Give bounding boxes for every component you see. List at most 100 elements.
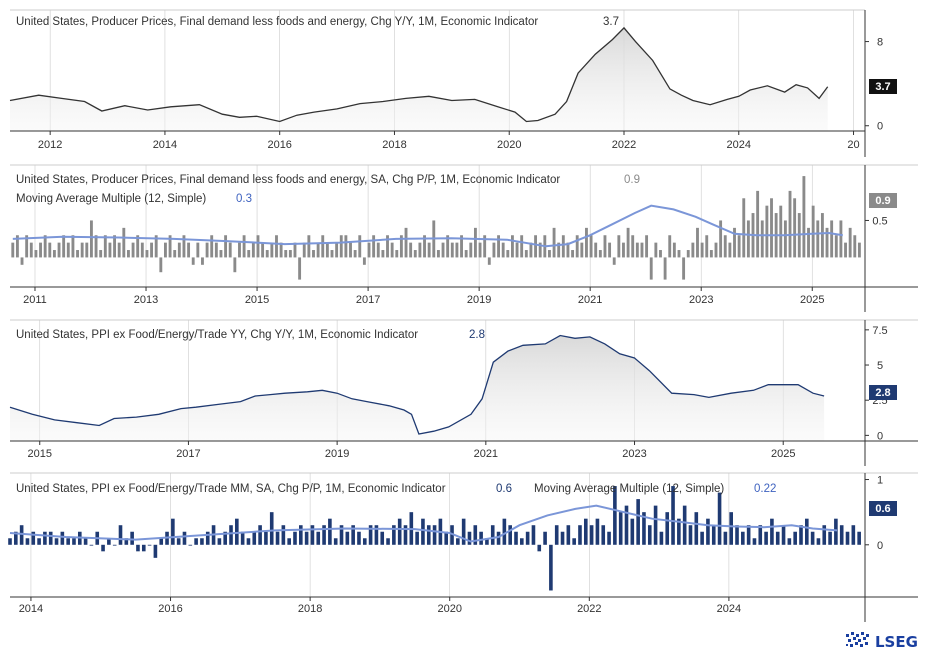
bar	[502, 518, 507, 545]
bar	[834, 235, 838, 258]
bar	[11, 242, 15, 258]
x-tick-label: 2021	[578, 294, 602, 306]
bar	[345, 531, 350, 545]
bar	[700, 242, 704, 258]
bar	[164, 242, 167, 258]
bar	[473, 227, 477, 258]
bar	[404, 227, 408, 258]
bar	[312, 250, 315, 258]
bar	[325, 242, 329, 258]
x-tick-labels: 2012 2014 2016 2018 2020 2022 2024 20	[38, 131, 860, 151]
last-value-badge-bg	[869, 193, 897, 208]
last-value-badge-text: 0.9	[875, 195, 890, 207]
bar	[381, 250, 385, 258]
bar	[432, 525, 437, 545]
bar	[672, 242, 676, 258]
bar	[839, 525, 844, 545]
bar	[820, 213, 824, 258]
bar	[444, 531, 449, 545]
bar	[624, 505, 629, 545]
bar	[122, 227, 126, 258]
bar	[37, 538, 41, 545]
bar	[617, 235, 621, 258]
bar	[450, 242, 454, 258]
y-tick-label: 7.5	[872, 325, 887, 337]
bar	[127, 250, 130, 258]
bar	[403, 525, 408, 545]
y-tick-label: 0	[877, 430, 883, 442]
bar	[694, 512, 699, 545]
bar	[729, 512, 733, 545]
last-value-badge-bg	[869, 385, 897, 400]
bar	[717, 492, 722, 545]
bar	[233, 257, 237, 273]
bar	[583, 518, 588, 545]
bar	[19, 525, 24, 545]
bar	[446, 235, 450, 258]
bar	[386, 235, 389, 258]
bar	[89, 544, 94, 546]
bar	[171, 518, 175, 545]
bar	[618, 512, 623, 545]
panel-ppi-ex-trade-mom: 2014 2016 2018 2020 2022 2024 10 United State…	[8, 472, 918, 622]
bar	[25, 538, 30, 545]
bar	[585, 227, 588, 258]
panel-series	[11, 176, 861, 280]
x-tick-label: 2015	[245, 294, 269, 306]
bar	[131, 242, 135, 258]
moving-average-line	[12, 204, 843, 248]
bar	[275, 235, 278, 258]
moving-average-line	[9, 504, 838, 543]
bar	[293, 531, 297, 545]
x-tick-label: 2019	[325, 448, 349, 460]
bar	[72, 538, 76, 545]
bar	[490, 525, 495, 545]
bar	[520, 538, 524, 545]
bar	[29, 242, 33, 258]
bar	[575, 235, 579, 258]
bar	[492, 242, 496, 258]
bar	[677, 518, 681, 545]
bar	[66, 538, 70, 545]
bar	[612, 257, 616, 265]
x-tick-labels: 2015 2017 2019 2021 2023 2025	[27, 441, 795, 460]
x-tick-label: 2022	[612, 139, 636, 151]
bar	[594, 242, 598, 258]
bar	[571, 250, 575, 258]
bar	[572, 538, 576, 545]
x-tick-label: 2018	[298, 603, 322, 615]
bar	[719, 220, 723, 258]
bar	[399, 235, 403, 258]
bar	[663, 257, 667, 280]
bar	[787, 538, 792, 545]
bar	[845, 531, 850, 545]
bar	[258, 525, 262, 545]
panel-series	[8, 486, 861, 591]
bar	[839, 220, 843, 258]
bar	[80, 242, 84, 258]
bar	[645, 235, 649, 258]
ma-value: 0.3	[236, 193, 252, 205]
bar	[229, 525, 233, 545]
bar	[113, 235, 116, 258]
bar	[219, 250, 223, 258]
bar	[421, 518, 425, 545]
bar	[335, 242, 339, 258]
bar	[441, 242, 445, 258]
bar	[140, 242, 144, 258]
bar	[130, 531, 134, 545]
bar	[48, 531, 53, 545]
y-tick-label: 0.5	[872, 215, 887, 227]
panel-title: United States, Producer Prices, Final de…	[16, 174, 560, 186]
bar	[349, 242, 352, 258]
bar	[834, 518, 838, 545]
bar	[57, 242, 61, 258]
bar	[107, 538, 111, 545]
bar	[367, 242, 371, 258]
bar	[711, 525, 716, 545]
bar	[316, 242, 320, 258]
bar	[636, 499, 640, 545]
bar	[52, 250, 56, 258]
bar	[479, 531, 483, 545]
bar	[741, 531, 745, 545]
